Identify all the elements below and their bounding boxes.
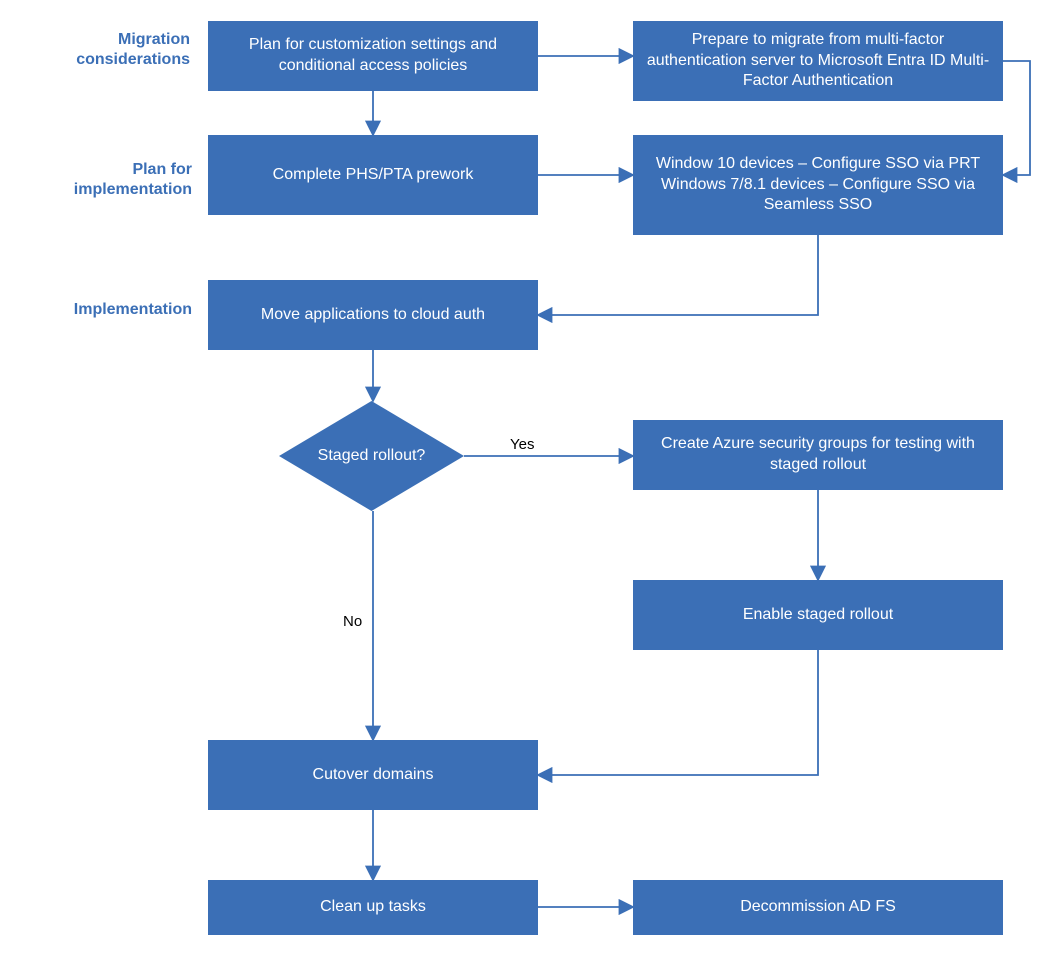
node-staged-rollout: Staged rollout?	[279, 401, 464, 511]
stage-label-stage-impl: Implementation	[42, 300, 192, 320]
node-label-staged-rollout: Staged rollout?	[279, 401, 464, 511]
stage-label-stage-plan: Plan forimplementation	[42, 160, 192, 200]
edge-e5	[538, 235, 818, 315]
node-plan-custom: Plan for customization settings and cond…	[208, 21, 538, 91]
edge-e2	[1003, 61, 1030, 175]
node-prepare-mfa: Prepare to migrate from multi-factor aut…	[633, 21, 1003, 101]
node-cleanup: Clean up tasks	[208, 880, 538, 935]
edge-label-e8: No	[343, 613, 362, 630]
node-create-groups: Create Azure security groups for testing…	[633, 420, 1003, 490]
node-cutover: Cutover domains	[208, 740, 538, 810]
stage-label-stage-migration: Migrationconsiderations	[50, 30, 190, 70]
edge-e10	[538, 650, 818, 775]
node-decommission: Decommission AD FS	[633, 880, 1003, 935]
node-phs-pta: Complete PHS/PTA prework	[208, 135, 538, 215]
node-enable-staged: Enable staged rollout	[633, 580, 1003, 650]
edge-label-e7: Yes	[510, 436, 534, 453]
node-sso: Window 10 devices – Configure SSO via PR…	[633, 135, 1003, 235]
node-move-apps: Move applications to cloud auth	[208, 280, 538, 350]
